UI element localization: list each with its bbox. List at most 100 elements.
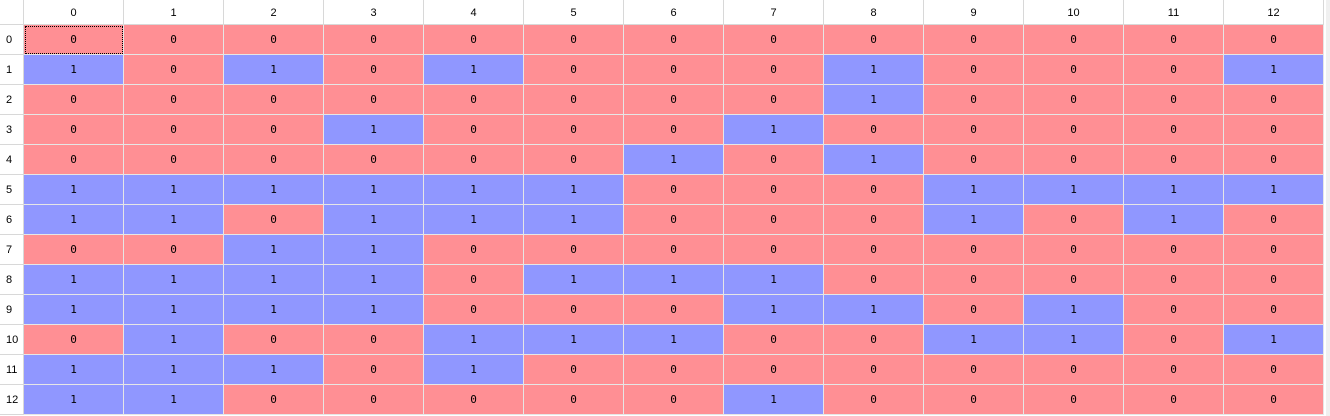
grid-cell[interactable]: 0 [624, 205, 724, 235]
grid-cell[interactable]: 0 [824, 25, 924, 55]
grid-cell[interactable]: 1 [24, 205, 124, 235]
grid-cell[interactable]: 1 [24, 175, 124, 205]
grid-cell[interactable]: 0 [824, 235, 924, 265]
column-header[interactable]: 12 [1224, 0, 1324, 25]
grid-cell[interactable]: 1 [124, 355, 224, 385]
grid-cell[interactable]: 0 [324, 25, 424, 55]
column-header[interactable]: 0 [24, 0, 124, 25]
grid-cell[interactable]: 0 [1024, 205, 1124, 235]
grid-cell[interactable]: 0 [24, 325, 124, 355]
grid-cell[interactable]: 0 [1124, 145, 1224, 175]
grid-cell[interactable]: 0 [524, 355, 624, 385]
grid-cell[interactable]: 0 [924, 235, 1024, 265]
grid-cell[interactable]: 0 [324, 85, 424, 115]
grid-cell[interactable]: 1 [24, 55, 124, 85]
grid-cell[interactable]: 0 [724, 355, 824, 385]
grid-cell[interactable]: 0 [1124, 295, 1224, 325]
grid-cell[interactable]: 0 [824, 325, 924, 355]
grid-cell[interactable]: 0 [624, 175, 724, 205]
grid-cell[interactable]: 0 [624, 115, 724, 145]
grid-cell[interactable]: 1 [224, 355, 324, 385]
grid-cell[interactable]: 0 [724, 55, 824, 85]
vertical-scrollbar[interactable] [1326, 0, 1330, 416]
grid-cell[interactable]: 0 [924, 115, 1024, 145]
grid-cell[interactable]: 1 [424, 175, 524, 205]
grid-cell[interactable]: 0 [224, 205, 324, 235]
row-header[interactable]: 12 [0, 385, 24, 415]
grid-cell[interactable]: 0 [1024, 85, 1124, 115]
grid-cell[interactable]: 0 [1024, 355, 1124, 385]
grid-cell[interactable]: 0 [1224, 145, 1324, 175]
grid-cell[interactable]: 1 [24, 385, 124, 415]
column-header[interactable]: 7 [724, 0, 824, 25]
grid-cell[interactable]: 0 [1224, 385, 1324, 415]
grid-cell[interactable]: 0 [624, 385, 724, 415]
grid-cell[interactable]: 0 [124, 85, 224, 115]
grid-cell[interactable]: 0 [724, 175, 824, 205]
column-header[interactable]: 10 [1024, 0, 1124, 25]
grid-cell[interactable]: 0 [424, 265, 524, 295]
grid-cell[interactable]: 0 [724, 145, 824, 175]
column-header[interactable]: 3 [324, 0, 424, 25]
grid-cell[interactable]: 0 [24, 145, 124, 175]
grid-cell[interactable]: 0 [924, 385, 1024, 415]
grid-cell[interactable]: 0 [1024, 265, 1124, 295]
row-header[interactable]: 2 [0, 85, 24, 115]
grid-cell[interactable]: 1 [524, 325, 624, 355]
grid-cell[interactable]: 1 [224, 265, 324, 295]
grid-cell[interactable]: 0 [124, 145, 224, 175]
row-header[interactable]: 3 [0, 115, 24, 145]
grid-cell[interactable]: 0 [924, 85, 1024, 115]
grid-cell[interactable]: 0 [824, 265, 924, 295]
grid-cell[interactable]: 1 [224, 235, 324, 265]
grid-cell[interactable]: 1 [624, 325, 724, 355]
grid-cell[interactable]: 0 [1124, 265, 1224, 295]
grid-cell[interactable]: 0 [1124, 85, 1224, 115]
grid-cell[interactable]: 0 [424, 295, 524, 325]
grid-cell[interactable]: 0 [324, 385, 424, 415]
grid-cell[interactable]: 0 [1124, 355, 1224, 385]
grid-cell[interactable]: 0 [1024, 145, 1124, 175]
grid-cell[interactable]: 1 [124, 205, 224, 235]
grid-cell[interactable]: 0 [924, 295, 1024, 325]
grid-cell[interactable]: 1 [524, 175, 624, 205]
grid-cell[interactable]: 0 [924, 25, 1024, 55]
grid-cell[interactable]: 0 [624, 25, 724, 55]
grid-cell[interactable]: 0 [1024, 385, 1124, 415]
grid-cell[interactable]: 0 [124, 235, 224, 265]
grid-cell[interactable]: 0 [1124, 25, 1224, 55]
grid-cell[interactable]: 0 [124, 25, 224, 55]
grid-cell[interactable]: 0 [1124, 115, 1224, 145]
grid-cell[interactable]: 1 [324, 295, 424, 325]
grid-cell[interactable]: 0 [224, 325, 324, 355]
grid-cell[interactable]: 1 [424, 55, 524, 85]
column-header[interactable]: 11 [1124, 0, 1224, 25]
grid-cell[interactable]: 1 [724, 265, 824, 295]
grid-cell[interactable]: 0 [1224, 355, 1324, 385]
row-header[interactable]: 4 [0, 145, 24, 175]
grid-cell[interactable]: 0 [224, 25, 324, 55]
column-header[interactable]: 9 [924, 0, 1024, 25]
column-header[interactable]: 4 [424, 0, 524, 25]
grid-cell[interactable]: 1 [324, 265, 424, 295]
grid-cell[interactable]: 1 [724, 295, 824, 325]
grid-cell[interactable]: 0 [624, 85, 724, 115]
grid-cell[interactable]: 0 [124, 115, 224, 145]
grid-cell[interactable]: 1 [824, 295, 924, 325]
grid-cell[interactable]: 0 [524, 385, 624, 415]
grid-cell[interactable]: 0 [524, 235, 624, 265]
grid-cell[interactable]: 0 [724, 25, 824, 55]
grid-cell[interactable]: 0 [724, 205, 824, 235]
grid-cell[interactable]: 0 [224, 385, 324, 415]
column-header[interactable]: 1 [124, 0, 224, 25]
grid-cell[interactable]: 0 [424, 385, 524, 415]
grid-cell[interactable]: 0 [524, 145, 624, 175]
grid-cell[interactable]: 0 [924, 55, 1024, 85]
grid-cell[interactable]: 1 [1224, 55, 1324, 85]
grid-cell[interactable]: 1 [624, 265, 724, 295]
grid-cell[interactable]: 0 [1024, 25, 1124, 55]
grid-cell[interactable]: 1 [1024, 325, 1124, 355]
grid-cell[interactable]: 0 [324, 145, 424, 175]
grid-cell[interactable]: 0 [224, 115, 324, 145]
grid-cell[interactable]: 0 [1224, 235, 1324, 265]
